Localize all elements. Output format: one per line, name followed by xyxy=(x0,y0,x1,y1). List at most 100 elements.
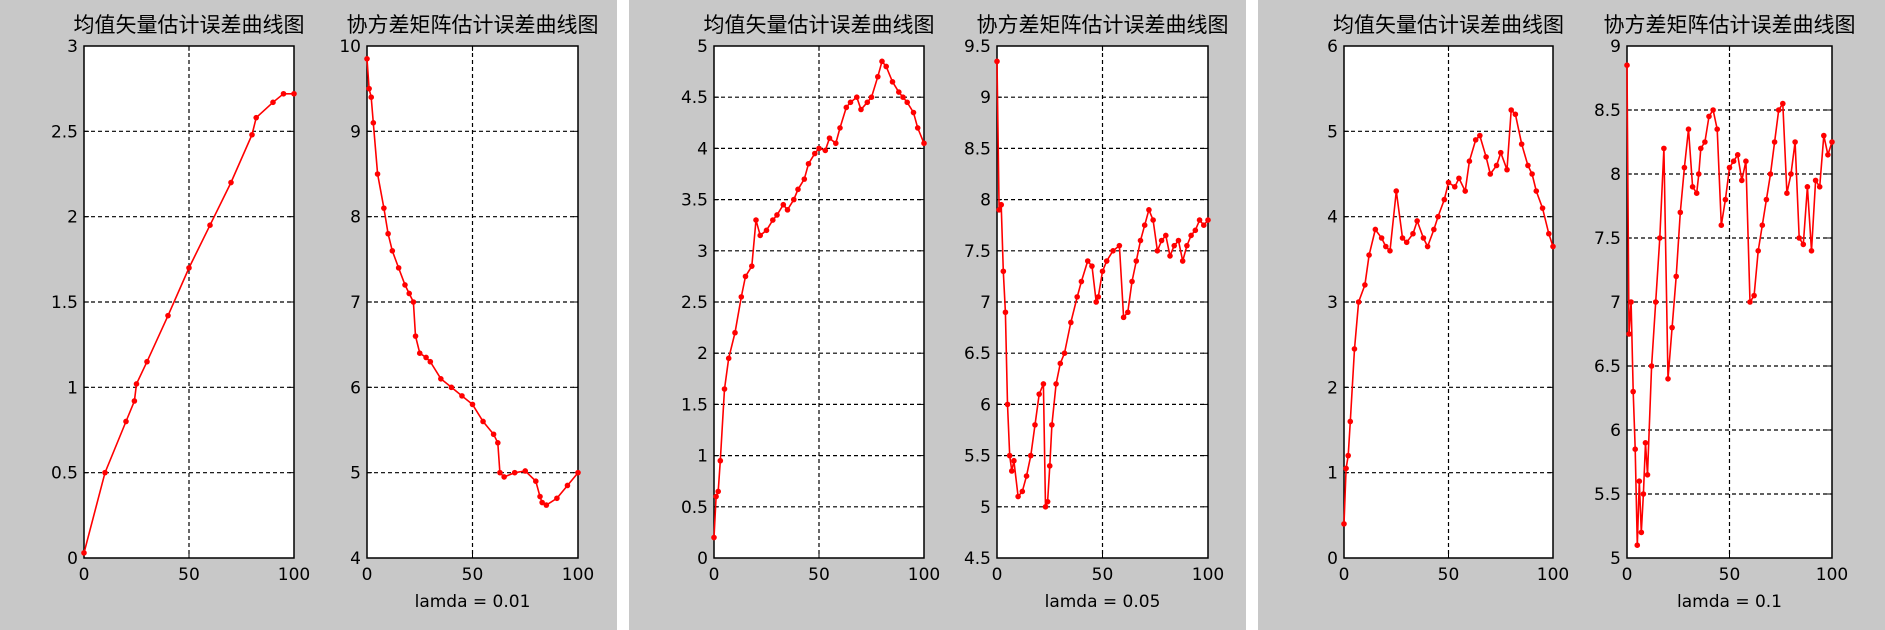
data-point xyxy=(554,495,560,502)
data-point xyxy=(1689,184,1696,190)
y-tick-label: 0 xyxy=(67,549,78,569)
y-tick-label: 2 xyxy=(67,208,78,228)
data-point xyxy=(1002,309,1009,316)
y-tick-label: 2 xyxy=(1327,378,1338,398)
data-point xyxy=(1351,346,1358,352)
data-point xyxy=(1642,440,1649,446)
data-point xyxy=(1483,154,1489,160)
data-point xyxy=(1632,446,1638,453)
data-point xyxy=(1441,196,1448,203)
data-point xyxy=(1347,418,1354,425)
data-point xyxy=(1099,268,1106,275)
data-point xyxy=(1420,235,1427,241)
data-point xyxy=(1036,391,1042,397)
series-line xyxy=(366,58,579,507)
data-point xyxy=(1808,248,1815,254)
data-point xyxy=(1120,314,1127,321)
data-point xyxy=(770,217,776,223)
data-point xyxy=(1767,171,1774,177)
data-point xyxy=(791,196,797,203)
data-point xyxy=(539,499,545,506)
data-point xyxy=(1821,132,1827,139)
data-point xyxy=(1518,141,1525,147)
data-point xyxy=(900,94,906,100)
data-point xyxy=(753,217,759,223)
data-point xyxy=(131,398,138,404)
y-tick-label: 1 xyxy=(1327,464,1338,484)
data-point xyxy=(1792,139,1798,145)
data-point xyxy=(1011,457,1017,464)
chart-4: 0 50 100 4.5 5 5.5 6 6.5 7 7.5 8 8.5 9 9.5协方差矩阵估计误差曲线… xyxy=(964,13,1229,612)
data-point xyxy=(1399,235,1406,241)
y-tick-label: 1 xyxy=(67,378,78,398)
data-point xyxy=(280,90,287,97)
data-point xyxy=(910,109,917,116)
chart-title: 均值矢量估计误差曲线图 xyxy=(704,13,935,37)
y-tick-label: 1.5 xyxy=(51,293,78,313)
y-tick-label: 6.5 xyxy=(1594,357,1621,377)
y-tick-label: 8 xyxy=(980,191,991,211)
data-point xyxy=(889,79,896,85)
data-point xyxy=(1154,248,1161,254)
y-tick-label: 5 xyxy=(697,37,708,57)
data-point xyxy=(1200,222,1207,228)
data-point xyxy=(165,312,171,319)
data-point xyxy=(1710,107,1716,113)
data-point xyxy=(1103,258,1110,264)
data-point xyxy=(1027,452,1034,459)
data-point xyxy=(1677,209,1684,216)
data-point xyxy=(1800,241,1807,248)
data-point xyxy=(1355,299,1362,305)
data-point xyxy=(1487,171,1494,177)
y-tick-label: 4 xyxy=(697,139,708,159)
data-point xyxy=(427,358,434,365)
data-point xyxy=(1006,452,1013,459)
data-point xyxy=(1546,230,1552,237)
data-point xyxy=(763,227,770,234)
data-point xyxy=(522,468,529,474)
x-tick-label: 100 xyxy=(1816,565,1848,585)
data-point xyxy=(1775,107,1782,113)
data-point xyxy=(1638,529,1645,536)
data-point xyxy=(1163,232,1169,239)
data-point xyxy=(1403,239,1410,246)
x-tick-label: 0 xyxy=(362,565,373,585)
data-point xyxy=(366,85,372,92)
data-point xyxy=(1410,230,1416,237)
y-tick-label: 7 xyxy=(980,293,991,313)
data-point xyxy=(914,125,921,131)
data-point xyxy=(1816,184,1823,190)
x-tick-label: 50 xyxy=(462,565,484,585)
data-point xyxy=(575,469,581,476)
data-point xyxy=(490,431,497,438)
data-point xyxy=(1341,521,1347,527)
data-point xyxy=(1771,139,1778,145)
data-point xyxy=(438,376,444,382)
data-point xyxy=(757,232,763,239)
data-point xyxy=(1648,363,1655,369)
data-point xyxy=(1084,258,1091,264)
data-point xyxy=(374,171,381,177)
data-point xyxy=(742,273,749,280)
y-tick-label: 3.5 xyxy=(681,191,708,211)
data-point xyxy=(1628,299,1634,305)
y-tick-label: 6 xyxy=(980,395,991,415)
chart-title: 协方差矩阵估计误差曲线图 xyxy=(977,13,1229,37)
data-point xyxy=(1089,263,1095,269)
data-point xyxy=(207,222,213,228)
data-point xyxy=(795,186,801,193)
x-tick-label: 0 xyxy=(1622,565,1633,585)
y-tick-label: 9.5 xyxy=(964,37,991,57)
data-point xyxy=(994,58,1000,65)
data-point xyxy=(423,354,429,361)
y-tick-label: 5 xyxy=(1610,549,1621,569)
data-point xyxy=(1044,498,1051,505)
data-point xyxy=(1477,132,1483,139)
x-tick-label: 0 xyxy=(992,565,1003,585)
data-point xyxy=(1525,162,1531,169)
x-tick-label: 0 xyxy=(709,565,720,585)
y-tick-label: 9 xyxy=(980,88,991,108)
